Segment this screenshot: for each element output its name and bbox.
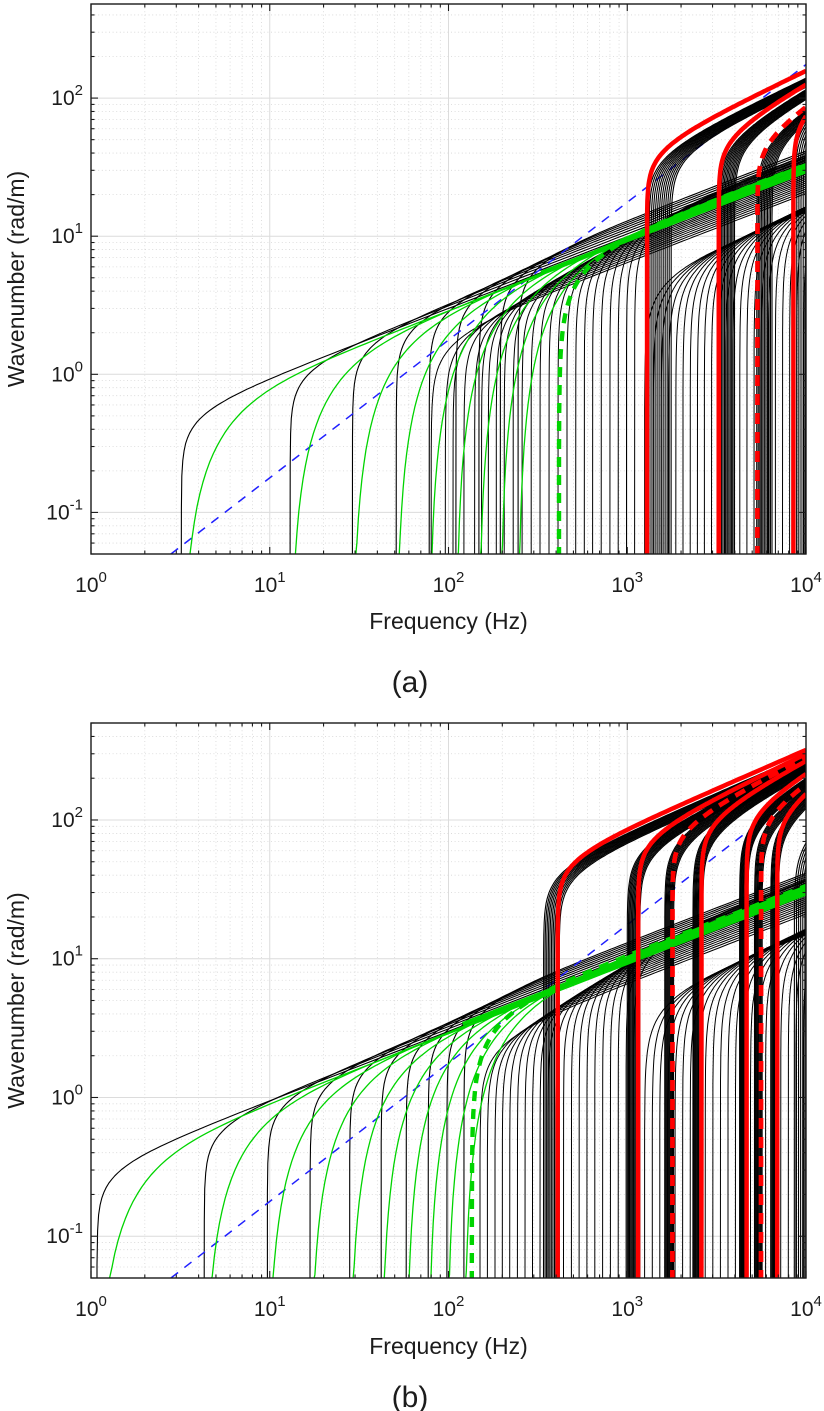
panel-b: 100 101 102 103 104 10-1 100 101 102 Frequency (H… [3,722,822,1411]
x-axis-label: Frequency (Hz) [369,1333,527,1359]
x-tick-label: 100 [75,569,107,597]
panel-a-bundle-modes-2 [718,89,806,554]
y-tick-label: 102 [51,804,83,832]
panel-a-series [170,63,806,554]
x-tick-label: 101 [254,1293,286,1321]
panel-a-axes [90,3,807,555]
panel-b-series [96,747,806,1278]
y-tick-label: 100 [51,1081,83,1109]
x-tick-label: 102 [433,569,465,597]
panel-a-flexural-line-green [540,168,806,275]
panel-b-red-branch-4 [744,772,806,1278]
panel-caption: (a) [392,666,429,699]
x-tick-label: 103 [611,1293,643,1321]
y-axis-label: Wavenumber (rad/m) [3,171,29,387]
panel-b-red-branch-dashed-2 [758,782,806,1278]
x-tick-label: 100 [75,1293,107,1321]
panel-a-red-branch-3 [791,114,806,554]
y-tick-label: 101 [51,943,83,971]
y-axis-label: Wavenumber (rad/m) [3,892,29,1108]
panel-a-grid [90,4,807,555]
panel-caption: (b) [392,1381,429,1411]
panel-a-labels: 100 101 102 103 104 10-1 100 101 102 Frequency (H… [3,82,822,699]
panel-a-flexural-cuton-green-dashed [556,162,806,554]
y-tick-label: 102 [51,82,83,110]
x-tick-label: 104 [790,1293,822,1321]
panel-b-flexural-cuton-green-dashed [469,883,806,1278]
panel-b-red-branch-2 [635,751,806,1278]
x-tick-label: 103 [611,569,643,597]
panel-b-red-branch-5 [774,792,806,1278]
panel-b-red-branch-3 [699,759,806,1278]
panel-a-red-branch-dashed-1 [755,105,806,554]
panel-a-red-branch-1 [644,68,806,554]
panel-b-axes [90,722,807,1279]
x-axis-label: Frequency (Hz) [369,608,527,634]
panel-b-labels: 100 101 102 103 104 10-1 100 101 102 Frequency (H… [3,804,822,1411]
panel-a-fan-modes-black [430,155,806,554]
panel-a-red-branch-2 [716,82,806,554]
x-tick-label: 104 [790,569,822,597]
x-tick-label: 101 [254,569,286,597]
y-tick-label: 100 [51,358,83,386]
panel-b-red-branch-dashed-1 [670,755,806,1278]
panel-a: 100 101 102 103 104 10-1 100 101 102 Frequency (H… [3,3,822,699]
panel-b-bundle-modes-8 [793,842,806,1278]
y-tick-label: 10-1 [46,1220,83,1248]
y-tick-label: 101 [51,220,83,248]
x-tick-label: 102 [433,1293,465,1321]
panel-b-red-branch-1 [555,747,806,1278]
y-tick-label: 10-1 [46,496,83,524]
